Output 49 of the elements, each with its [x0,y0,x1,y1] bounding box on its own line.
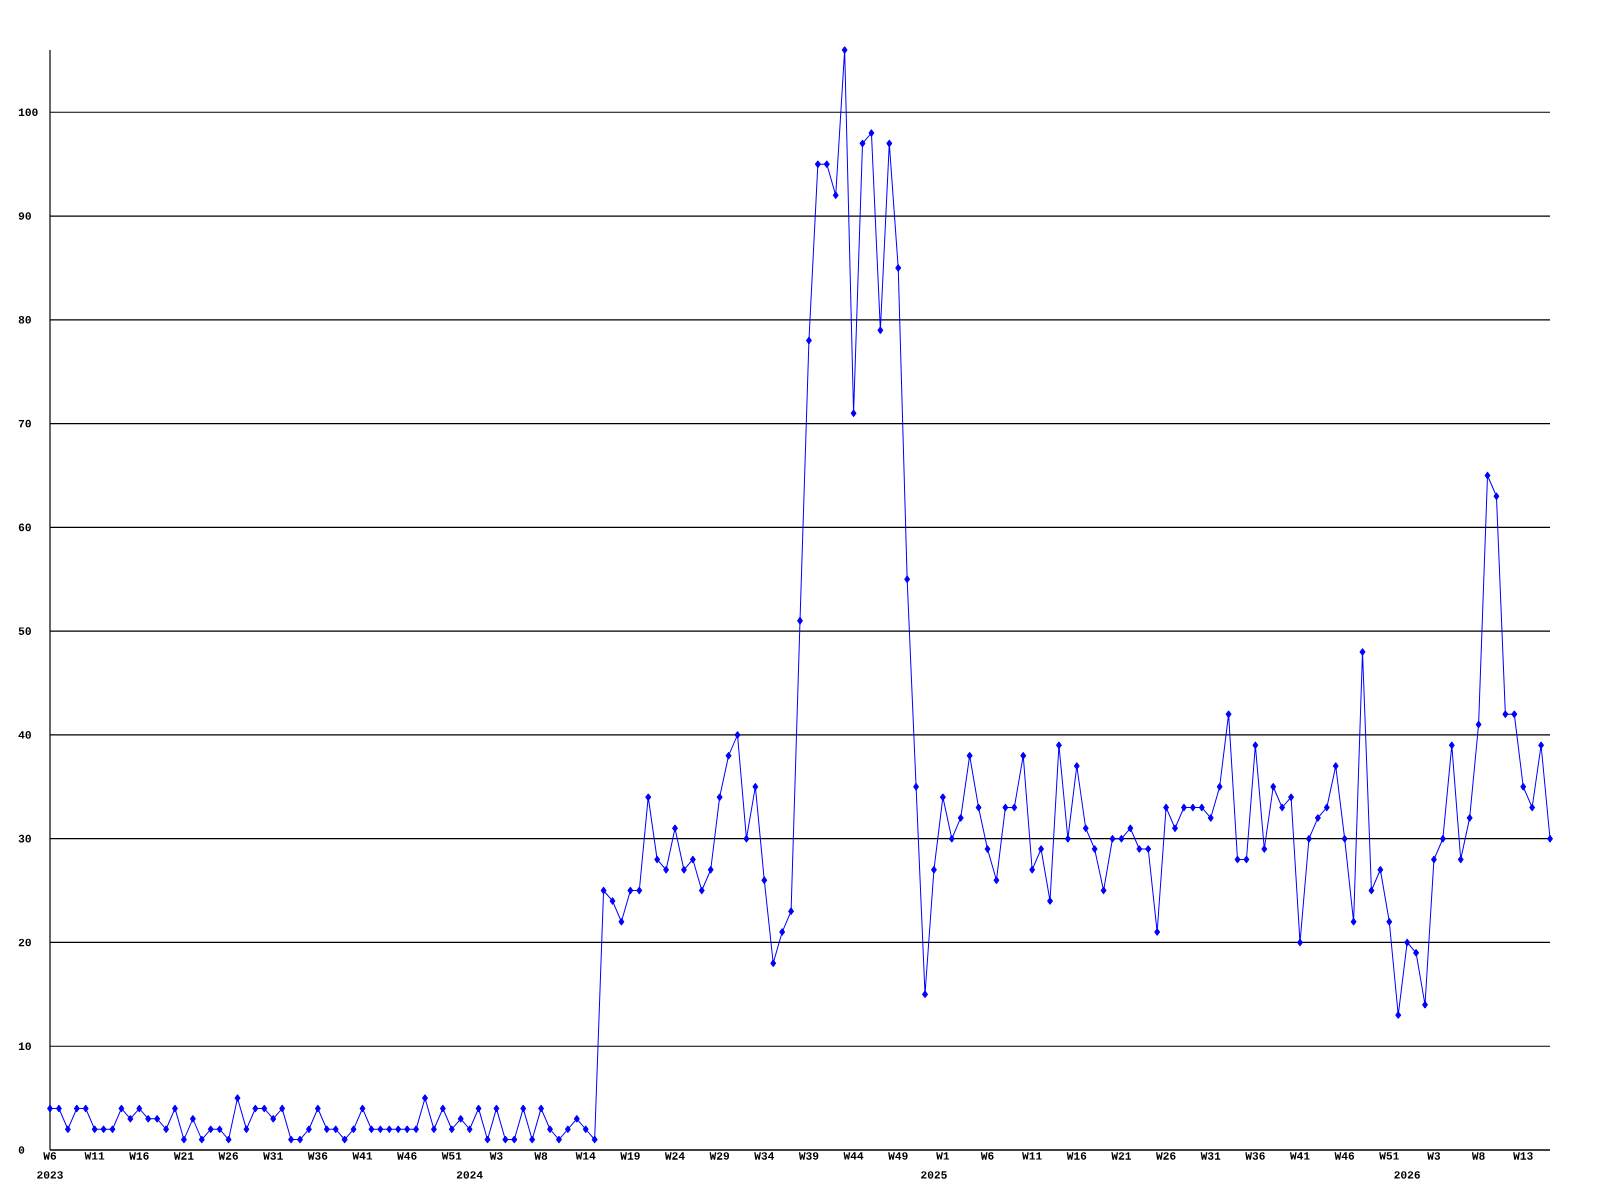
x-tick-label: W16 [129,1152,149,1160]
x-tick-label: W39 [798,1152,819,1160]
x-tick-label: W49 [888,1152,908,1160]
x-tick-label: W13 [1513,1152,1533,1160]
x-tick-label: W46 [397,1152,417,1160]
x-tick-label: W3 [1427,1152,1441,1160]
y-tick-label: 0 [18,1146,25,1154]
x-tick-label: W11 [84,1152,105,1160]
x-tick-label: W44 [843,1152,864,1160]
y-tick-label: 60 [18,523,31,532]
x-tick-label: W21 [1111,1152,1132,1160]
x-tick-label: W3 [489,1152,503,1160]
y-tick-label: 40 [18,731,31,739]
x-tick-label: W29 [709,1152,730,1160]
x-tick-label: W14 [575,1152,596,1160]
y-tick-label: 80 [18,316,31,324]
y-tick-label: 20 [18,938,31,947]
x-tick-label: W41 [352,1152,373,1160]
x-tick-label: W31 [263,1152,283,1160]
x-tick-label: W6 [43,1152,57,1160]
x-tick-label: W26 [1156,1152,1176,1160]
x-tick-label: W24 [664,1152,685,1160]
x-tick-label: W46 [1334,1152,1355,1160]
x-tick-label: W31 [1200,1152,1221,1160]
x-tick-label: W26 [218,1152,239,1160]
x-tick-label: W19 [620,1152,640,1160]
text: 2024 [456,1171,483,1179]
y-tick-label: 30 [18,834,31,843]
text: 2026 [1394,1171,1420,1179]
text: 2025 [921,1171,947,1179]
x-tick-label: W41 [1289,1152,1310,1160]
x-tick-label: W51 [1379,1152,1399,1160]
y-tick-label: 50 [18,627,31,635]
x-tick-label: W34 [754,1152,775,1160]
x-tick-label: W1 [936,1152,950,1160]
x-tick-label: W36 [1245,1152,1265,1160]
x-tick-label: W36 [307,1152,328,1160]
x-tick-label: W11 [1022,1152,1042,1160]
y-tick-label: 10 [18,1042,31,1051]
x-tick-label: W8 [534,1152,548,1160]
x-tick-label: W6 [980,1152,994,1160]
x-tick-label: W51 [441,1152,462,1160]
y-tick-label: 100 [18,108,38,117]
y-tick-label: 90 [18,212,31,220]
y-tick-label: 70 [18,419,31,428]
x-tick-label: W8 [1471,1152,1485,1160]
x-tick-label: W16 [1066,1152,1087,1160]
x-tick-label: W21 [173,1152,194,1160]
text: 2023 [37,1171,63,1179]
